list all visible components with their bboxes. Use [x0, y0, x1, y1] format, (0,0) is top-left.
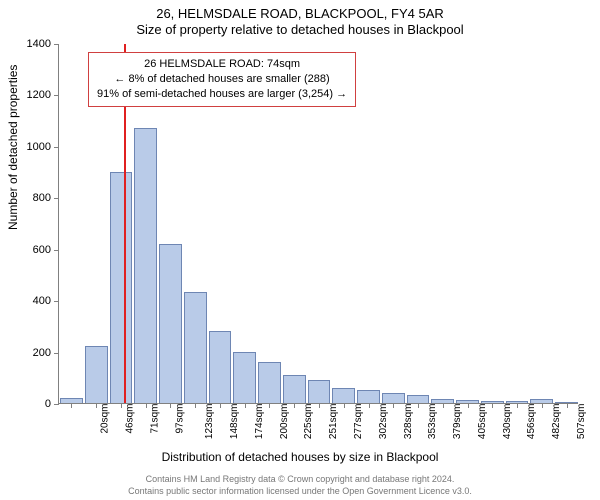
xtick — [319, 403, 320, 408]
histogram-bar — [382, 393, 405, 403]
ytick-label: 1200 — [19, 89, 51, 101]
xtick-label: 225sqm — [304, 404, 315, 440]
xtick — [443, 403, 444, 408]
histogram-bar — [159, 244, 182, 403]
annotation-line: ← 8% of detached houses are smaller (288… — [97, 72, 347, 87]
xtick — [393, 403, 394, 408]
xtick-label: 507sqm — [576, 404, 587, 440]
xtick — [468, 403, 469, 408]
xtick — [121, 403, 122, 408]
xtick — [542, 403, 543, 408]
histogram-bar — [407, 395, 430, 403]
ytick — [54, 404, 59, 405]
ytick — [54, 353, 59, 354]
xtick-label: 200sqm — [279, 404, 290, 440]
annotation-line: 26 HELMSDALE ROAD: 74sqm — [97, 57, 347, 72]
ytick-label: 1000 — [19, 141, 51, 153]
ytick-label: 0 — [19, 398, 51, 410]
xtick-label: 174sqm — [254, 404, 265, 440]
ytick-label: 200 — [19, 347, 51, 359]
xtick-label: 46sqm — [125, 404, 136, 434]
xtick-label: 123sqm — [205, 404, 216, 440]
chart-title-sub: Size of property relative to detached ho… — [0, 22, 600, 37]
xtick — [344, 403, 345, 408]
xtick-label: 302sqm — [378, 404, 389, 440]
annotation-line: 91% of semi-detached houses are larger (… — [97, 87, 347, 102]
xtick — [195, 403, 196, 408]
histogram-bar — [357, 390, 380, 403]
ytick-label: 400 — [19, 295, 51, 307]
xtick-label: 482sqm — [551, 404, 562, 440]
histogram-bar — [332, 388, 355, 403]
ytick — [54, 301, 59, 302]
ytick — [54, 44, 59, 45]
histogram-bar — [258, 362, 281, 403]
histogram-bar — [85, 346, 108, 403]
y-axis-label: Number of detached properties — [6, 65, 20, 230]
footer-line-1: Contains HM Land Registry data © Crown c… — [0, 474, 600, 484]
xtick-label: 430sqm — [502, 404, 513, 440]
xtick — [517, 403, 518, 408]
ytick — [54, 95, 59, 96]
xtick-label: 405sqm — [477, 404, 488, 440]
footer-line-2: Contains public sector information licen… — [0, 486, 600, 496]
xtick-label: 20sqm — [100, 404, 111, 434]
xtick — [269, 403, 270, 408]
xtick-label: 456sqm — [526, 404, 537, 440]
xtick — [71, 403, 72, 408]
histogram-bar — [184, 292, 207, 403]
ytick-label: 600 — [19, 244, 51, 256]
x-axis-label: Distribution of detached houses by size … — [0, 450, 600, 464]
histogram-bar — [110, 172, 133, 403]
xtick — [294, 403, 295, 408]
xtick — [567, 403, 568, 408]
xtick — [369, 403, 370, 408]
xtick-label: 148sqm — [229, 404, 240, 440]
xtick-label: 251sqm — [328, 404, 339, 440]
histogram-bar — [283, 375, 306, 403]
xtick — [245, 403, 246, 408]
xtick-label: 97sqm — [174, 404, 185, 434]
xtick-label: 277sqm — [353, 404, 364, 440]
ytick — [54, 250, 59, 251]
xtick — [492, 403, 493, 408]
ytick-label: 1400 — [19, 38, 51, 50]
histogram-bar — [134, 128, 157, 403]
annotation-box: 26 HELMSDALE ROAD: 74sqm← 8% of detached… — [88, 52, 356, 107]
xtick-label: 328sqm — [403, 404, 414, 440]
xtick — [418, 403, 419, 408]
histogram-bar — [308, 380, 331, 403]
histogram-bar — [233, 352, 256, 403]
xtick-label: 379sqm — [452, 404, 463, 440]
xtick — [96, 403, 97, 408]
xtick — [170, 403, 171, 408]
ytick — [54, 147, 59, 148]
ytick-label: 800 — [19, 192, 51, 204]
xtick-label: 71sqm — [149, 404, 160, 434]
xtick — [220, 403, 221, 408]
histogram-bar — [209, 331, 232, 403]
chart-container: 26, HELMSDALE ROAD, BLACKPOOL, FY4 5AR S… — [0, 0, 600, 500]
ytick — [54, 198, 59, 199]
xtick-label: 353sqm — [427, 404, 438, 440]
chart-title-main: 26, HELMSDALE ROAD, BLACKPOOL, FY4 5AR — [0, 6, 600, 21]
xtick — [146, 403, 147, 408]
